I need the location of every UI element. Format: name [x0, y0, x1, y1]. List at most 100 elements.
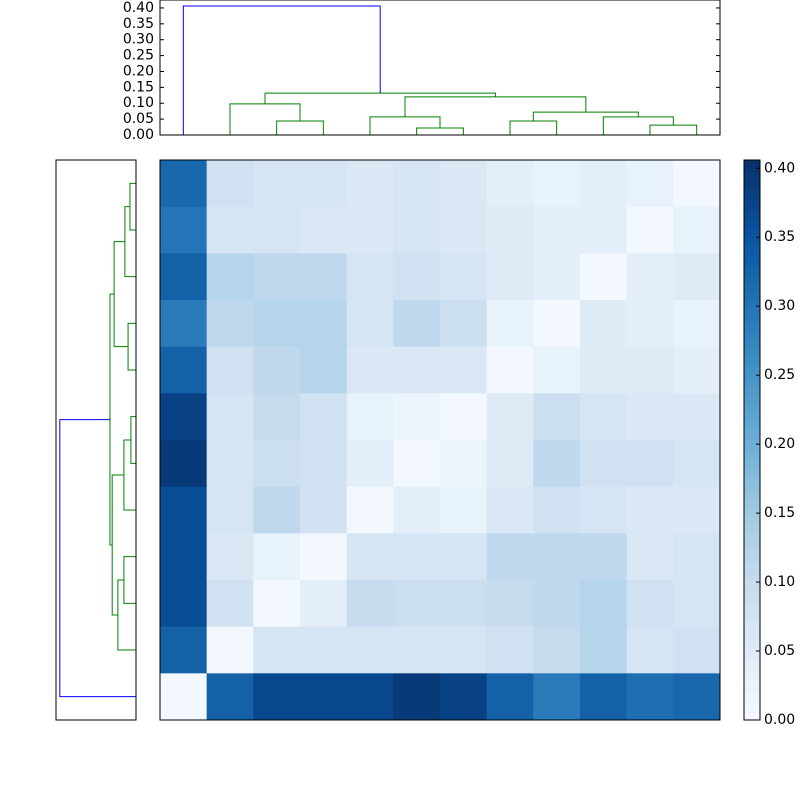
colorbar-segment — [744, 165, 760, 172]
colorbar-segment — [744, 451, 760, 458]
heatmap-cell — [206, 673, 254, 721]
colorbar-segment — [744, 277, 760, 284]
dendrogram-link — [130, 416, 136, 464]
heatmap-cell — [393, 440, 441, 488]
heatmap-cell — [673, 440, 721, 488]
heatmap-cell — [673, 393, 721, 441]
colorbar-segment — [744, 518, 760, 525]
colorbar-segment — [744, 697, 760, 704]
heatmap-cell — [673, 160, 721, 208]
colorbar-segment — [744, 546, 760, 553]
heatmap-cell — [253, 300, 301, 348]
colorbar-segment — [744, 434, 760, 441]
heatmap-cell — [393, 626, 441, 674]
colorbar-segment — [744, 484, 760, 491]
colorbar-segment — [744, 428, 760, 435]
heatmap-cell — [206, 626, 254, 674]
y-tick-label: 0.00 — [123, 127, 154, 143]
heatmap-cell — [626, 300, 674, 348]
colorbar-segment — [744, 568, 760, 575]
heatmap-cell — [206, 253, 254, 301]
colorbar-segment — [744, 339, 760, 346]
heatmap-cell — [486, 393, 534, 441]
colorbar-segment — [744, 462, 760, 469]
colorbar-segment — [744, 596, 760, 603]
colorbar-segment — [744, 585, 760, 592]
heatmap-cell — [533, 580, 581, 628]
heatmap-cell — [393, 673, 441, 721]
heatmap-cell — [300, 393, 348, 441]
dendrogram-link — [59, 419, 136, 698]
colorbar-segment — [744, 479, 760, 486]
colorbar-segment — [744, 361, 760, 368]
heatmap-cell — [533, 533, 581, 581]
heatmap-cell — [580, 580, 628, 628]
heatmap-cell — [160, 673, 208, 721]
heatmap-cell — [486, 253, 534, 301]
heatmap-cell — [533, 346, 581, 394]
y-tick-label: 0.35 — [123, 16, 154, 32]
heatmap-cell — [580, 440, 628, 488]
heatmap-cell — [253, 440, 301, 488]
colorbar-segment — [744, 328, 760, 335]
heatmap-cell — [533, 300, 581, 348]
dendrogram-link — [404, 96, 587, 117]
colorbar-segment — [744, 507, 760, 514]
dendrogram-link — [416, 127, 464, 135]
colorbar-segment — [744, 680, 760, 687]
colorbar-segment — [744, 311, 760, 318]
heatmap-cell — [346, 486, 394, 534]
y-tick-label: 0.30 — [123, 32, 154, 48]
heatmap-cell — [206, 160, 254, 208]
heatmap-cell — [533, 486, 581, 534]
heatmap-cell — [440, 580, 488, 628]
heatmap-cell — [346, 346, 394, 394]
colorbar-segment — [744, 445, 760, 452]
colorbar-segment — [744, 490, 760, 497]
colorbar-segment — [744, 501, 760, 508]
heatmap-cell — [253, 393, 301, 441]
heatmap-cell — [673, 626, 721, 674]
y-tick-label: 0.05 — [123, 111, 154, 127]
heatmap-cell — [626, 253, 674, 301]
colorbar-segment — [744, 389, 760, 396]
heatmap-cell — [206, 440, 254, 488]
colorbar-segment — [744, 529, 760, 536]
heatmap-cell — [393, 160, 441, 208]
heatmap-cell — [626, 486, 674, 534]
heatmap-cell — [580, 160, 628, 208]
heatmap-cell — [346, 673, 394, 721]
colorbar-segment — [744, 636, 760, 643]
colorbar-segment — [744, 524, 760, 531]
heatmap-cell — [253, 533, 301, 581]
colorbar-segment — [744, 255, 760, 262]
colorbar-segment — [744, 540, 760, 547]
colorbar-tick-label: 0.20 — [764, 436, 795, 452]
colorbar-tick-label: 0.15 — [764, 505, 795, 521]
colorbar-segment — [744, 630, 760, 637]
heatmap-cell — [393, 346, 441, 394]
colorbar-segment — [744, 580, 760, 587]
dendrogram-link — [117, 579, 136, 651]
colorbar-segment — [744, 238, 760, 245]
colorbar-segment — [744, 473, 760, 480]
heatmap-cell — [300, 626, 348, 674]
heatmap-cell — [533, 160, 581, 208]
heatmap-cell — [580, 626, 628, 674]
heatmap-cell — [486, 300, 534, 348]
colorbar-segment — [744, 512, 760, 519]
heatmap-cell — [393, 300, 441, 348]
heatmap-cell — [673, 300, 721, 348]
heatmap-cell — [253, 206, 301, 254]
colorbar-segment — [744, 204, 760, 211]
heatmap-cell — [393, 393, 441, 441]
heatmap-cell — [533, 626, 581, 674]
heatmap-cell — [160, 253, 208, 301]
heatmap-cell — [580, 393, 628, 441]
colorbar-segment — [744, 260, 760, 267]
heatmap-cell — [300, 206, 348, 254]
heatmap-cell — [206, 206, 254, 254]
colorbar-segment — [744, 652, 760, 659]
colorbar-segment — [744, 658, 760, 665]
colorbar-tick-label: 0.05 — [764, 643, 795, 659]
